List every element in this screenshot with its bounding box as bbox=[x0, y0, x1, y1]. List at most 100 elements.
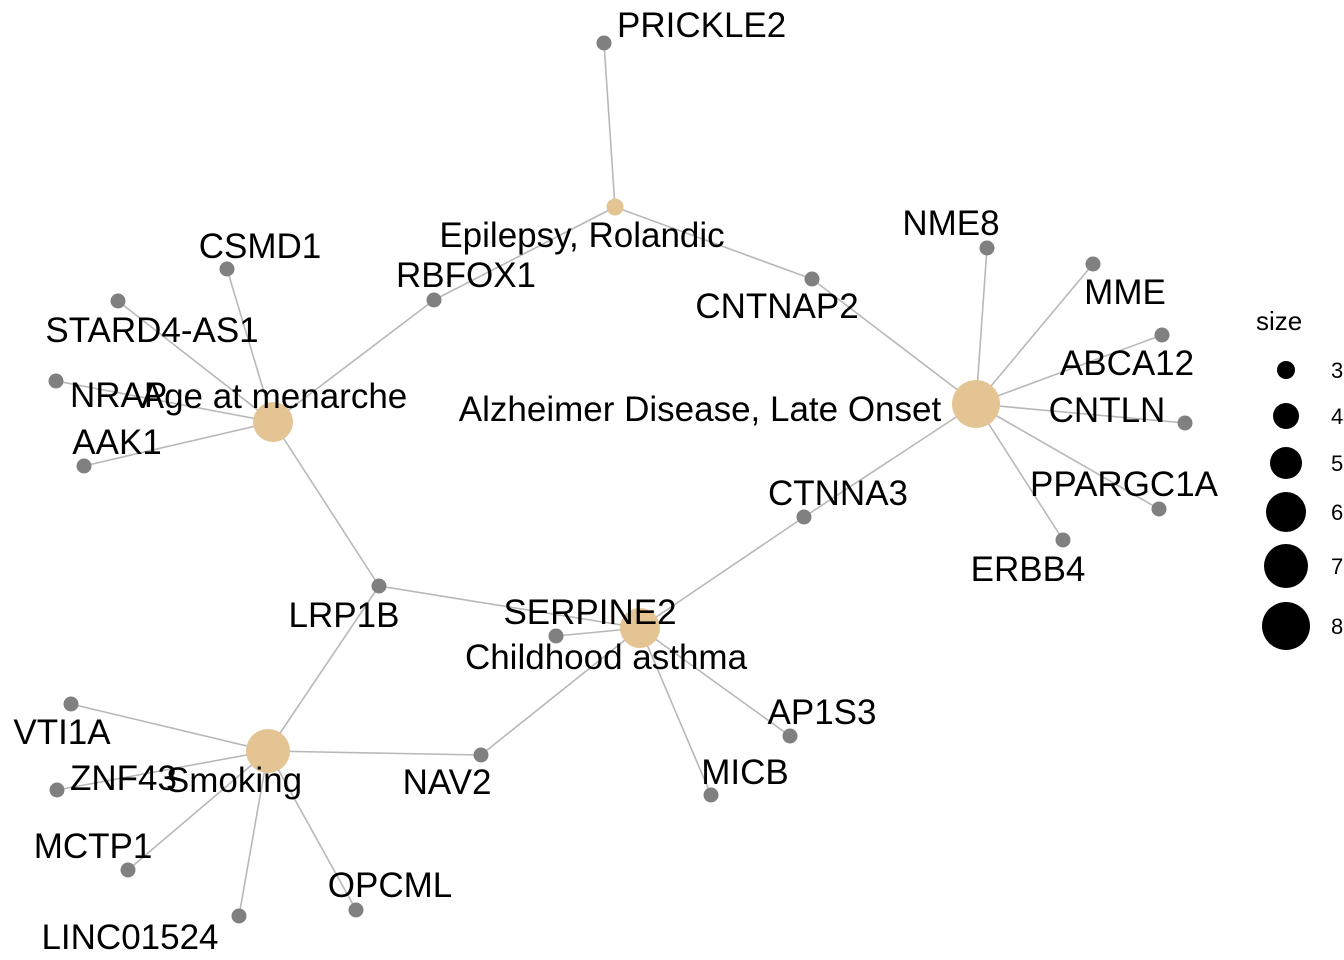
edge-lrp1b-smoking bbox=[267, 585, 380, 752]
gene-node-micb bbox=[703, 787, 719, 803]
gene-node-lrp1b bbox=[371, 578, 387, 594]
disease-node-age_menarche bbox=[253, 402, 293, 442]
gene-node-abca12 bbox=[1154, 327, 1170, 343]
edge-epilepsy-cntnap2 bbox=[614, 206, 813, 280]
gene-node-linc01524 bbox=[231, 908, 247, 924]
gene-node-opcml bbox=[348, 902, 364, 918]
node-label-epilepsy: Epilepsy, Rolandic bbox=[439, 216, 724, 255]
edge-cntnap2-alzheimer bbox=[811, 278, 977, 405]
legend-dot-8 bbox=[1262, 602, 1310, 650]
node-label-smoking: Smoking bbox=[166, 761, 302, 800]
gene-node-cntnap2 bbox=[804, 271, 820, 287]
legend-dot-6 bbox=[1266, 492, 1306, 532]
node-label-znf43: ZNF43 bbox=[70, 759, 177, 798]
legend-label-5: 5 bbox=[1331, 451, 1343, 476]
node-label-rbfox1: RBFOX1 bbox=[396, 256, 536, 295]
gene-node-mctp1 bbox=[120, 862, 136, 878]
node-label-nme8: NME8 bbox=[902, 204, 999, 243]
gene-node-ppargc1a bbox=[1151, 501, 1167, 517]
node-label-mme: MME bbox=[1084, 273, 1166, 312]
edge-opcml-smoking bbox=[267, 750, 357, 911]
legend-label-7: 7 bbox=[1331, 554, 1343, 579]
edge-nav2-smoking bbox=[267, 750, 482, 756]
edge-ap1s3-asthma bbox=[639, 627, 791, 737]
disease-node-epilepsy bbox=[606, 198, 624, 216]
edge-nme8-alzheimer bbox=[975, 247, 988, 405]
edge-age_menarche-lrp1b bbox=[272, 421, 380, 587]
edge-rbfox1-age_menarche bbox=[272, 299, 435, 423]
gene-node-znf43 bbox=[49, 782, 65, 798]
node-label-cntln: CNTLN bbox=[1049, 391, 1166, 430]
disease-node-alzheimer bbox=[952, 380, 1000, 428]
edge-lrp1b-asthma bbox=[378, 585, 641, 629]
gene-node-mme bbox=[1085, 256, 1101, 272]
disease-node-asthma bbox=[620, 608, 660, 648]
network-nodes bbox=[48, 35, 1193, 924]
edge-mctp1-smoking bbox=[127, 750, 269, 871]
legend-title: size bbox=[1256, 306, 1302, 336]
node-label-erbb4: ERBB4 bbox=[971, 550, 1086, 589]
gene-node-aak1 bbox=[76, 458, 92, 474]
edge-nav2-asthma bbox=[480, 627, 641, 756]
legend-dot-5 bbox=[1270, 447, 1302, 479]
edge-cntln-alzheimer bbox=[975, 403, 1186, 424]
gene-node-erbb4 bbox=[1055, 532, 1071, 548]
legend-dot-4 bbox=[1273, 403, 1299, 429]
node-label-stard4as1: STARD4-AS1 bbox=[45, 311, 258, 350]
network-edges bbox=[55, 42, 1186, 917]
edge-ctnna3-alzheimer bbox=[803, 403, 977, 518]
legend-dot-7 bbox=[1264, 544, 1308, 588]
edge-prickle2-epilepsy bbox=[603, 42, 616, 208]
gene-node-rbfox1 bbox=[426, 292, 442, 308]
gene-node-ap1s3 bbox=[782, 728, 798, 744]
node-label-age_menarche: Age at menarche bbox=[141, 377, 408, 416]
node-label-serpine2: SERPINE2 bbox=[503, 593, 676, 632]
gene-node-nav2 bbox=[473, 747, 489, 763]
edge-ctnna3-asthma bbox=[639, 516, 805, 629]
node-label-cntnap2: CNTNAP2 bbox=[695, 287, 858, 326]
node-label-csmd1: CSMD1 bbox=[199, 227, 322, 266]
legend-label-6: 6 bbox=[1331, 500, 1343, 525]
node-label-vti1a: VTI1A bbox=[13, 713, 111, 752]
size-legend: size 3 4 5 6 7 8 bbox=[1256, 306, 1343, 650]
node-label-asthma: Childhood asthma bbox=[465, 638, 748, 677]
node-label-ppargc1a: PPARGC1A bbox=[1030, 465, 1219, 504]
node-label-ap1s3: AP1S3 bbox=[768, 693, 877, 732]
node-label-abca12: ABCA12 bbox=[1060, 344, 1194, 383]
node-label-prickle2: PRICKLE2 bbox=[617, 6, 786, 45]
edge-linc01524-smoking bbox=[238, 750, 269, 917]
node-label-lrp1b: LRP1B bbox=[289, 596, 400, 635]
node-label-mctp1: MCTP1 bbox=[34, 827, 153, 866]
edge-abca12-alzheimer bbox=[975, 334, 1163, 405]
edge-mme-alzheimer bbox=[975, 263, 1094, 405]
gene-node-csmd1 bbox=[219, 261, 235, 277]
node-label-nav2: NAV2 bbox=[403, 763, 492, 802]
node-label-micb: MICB bbox=[701, 753, 789, 792]
node-label-opcml: OPCML bbox=[328, 866, 452, 905]
edge-epilepsy-rbfox1 bbox=[433, 206, 616, 301]
edge-znf43-smoking bbox=[56, 750, 269, 791]
node-label-alzheimer: Alzheimer Disease, Late Onset bbox=[459, 390, 942, 429]
node-label-nrap: NRAP bbox=[70, 376, 167, 415]
edge-stard4as1-age_menarche bbox=[117, 300, 274, 423]
legend-items: 3 4 5 6 7 8 bbox=[1262, 358, 1343, 650]
gene-node-stard4as1 bbox=[110, 293, 126, 309]
node-label-ctnna3: CTNNA3 bbox=[768, 474, 908, 513]
legend-dot-3 bbox=[1277, 361, 1295, 379]
edge-erbb4-alzheimer bbox=[975, 403, 1064, 541]
edge-nrap-age_menarche bbox=[55, 380, 274, 423]
gene-node-ctnna3 bbox=[796, 509, 812, 525]
node-label-linc01524: LINC01524 bbox=[41, 918, 218, 957]
gene-node-nme8 bbox=[979, 240, 995, 256]
gene-node-vti1a bbox=[63, 696, 79, 712]
legend-label-4: 4 bbox=[1331, 404, 1343, 429]
gene-node-prickle2 bbox=[596, 35, 612, 51]
edge-vti1a-smoking bbox=[70, 703, 269, 752]
gene-node-cntln bbox=[1177, 415, 1193, 431]
edge-micb-asthma bbox=[639, 627, 712, 796]
gene-node-serpine2 bbox=[548, 628, 564, 644]
edge-csmd1-age_menarche bbox=[226, 268, 274, 423]
disease-node-smoking bbox=[246, 729, 290, 773]
legend-label-8: 8 bbox=[1331, 614, 1343, 639]
